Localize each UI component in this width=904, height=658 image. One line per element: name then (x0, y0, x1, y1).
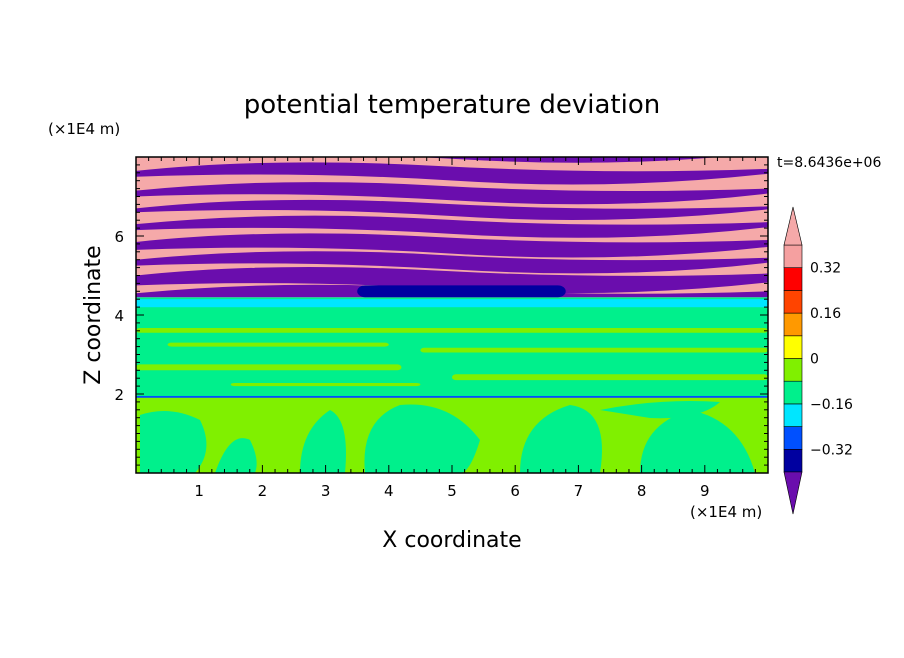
colorbar-segment (783, 403, 803, 427)
y-axis-label: Z coordinate (81, 245, 106, 384)
colorbar-segment (783, 426, 803, 450)
x-tick-label: 7 (574, 482, 584, 500)
x-tick-label: 4 (384, 482, 394, 500)
colorbar-segment (783, 335, 803, 359)
contour-streak (230, 382, 421, 387)
contour-blob (520, 405, 602, 473)
contour-blob (140, 411, 207, 473)
colorbar-segment (783, 358, 803, 382)
x-tick-label: 6 (510, 482, 520, 500)
colorbar-segment (783, 380, 803, 405)
plot-area (136, 157, 768, 473)
y-tick-label: 2 (114, 386, 124, 404)
y-tick-labels: 2 4 6 (114, 228, 124, 404)
time-label: t=8.6436e+06 (777, 155, 881, 171)
contour-streak (136, 328, 768, 333)
contour-stripe (136, 262, 768, 276)
contour-blob (600, 401, 720, 419)
chart-title: potential temperature deviation (244, 90, 660, 120)
contour-stripe (136, 227, 768, 243)
x-tick-label: 5 (447, 482, 457, 500)
x-tick-label: 2 (258, 482, 268, 500)
colorbar-tick-label: 0.32 (810, 261, 841, 277)
contour-blob (215, 438, 257, 473)
colorbar-segment (783, 267, 803, 291)
axis-ticks (136, 157, 769, 473)
contour-stripe (136, 173, 768, 191)
contour-stripe (136, 209, 768, 225)
contour-stripe (136, 193, 768, 209)
x-tick-label: 8 (637, 482, 647, 500)
x-tick-label: 3 (321, 482, 331, 500)
x-unit-label: (×1E4 m) (690, 503, 762, 521)
contour-streak (420, 347, 768, 353)
y-unit-label: (×1E4 m) (48, 120, 120, 138)
colorbar-under-arrow (783, 471, 803, 515)
x-tick-labels: 1 2 3 4 5 6 7 8 9 (194, 482, 709, 500)
colorbar-tick-label: −0.32 (810, 442, 853, 458)
colorbar-tick-labels: 0.32 0.16 0 −0.16 −0.32 (810, 261, 853, 459)
contour-minimum (357, 285, 566, 298)
contour-streak (167, 342, 389, 347)
colorbar-tick-label: −0.16 (810, 397, 853, 413)
contour-blob (640, 410, 755, 473)
colorbar-over-arrow (783, 206, 803, 246)
contour-stripe (136, 246, 768, 261)
contour-boundary (136, 299, 768, 308)
y-tick-label: 6 (114, 228, 124, 246)
contour-blob (364, 404, 480, 473)
colorbar-segment (783, 312, 803, 337)
x-axis-label: X coordinate (382, 528, 521, 553)
y-tick-label: 4 (114, 307, 124, 325)
contour-stripe (136, 282, 768, 294)
colorbar (783, 206, 803, 515)
colorbar-tick-label: 0 (810, 352, 819, 368)
contour-boundary (136, 394, 768, 398)
colorbar-segment (783, 290, 803, 314)
x-tick-label: 9 (700, 482, 710, 500)
contour-blob (300, 410, 346, 473)
contour-streak (136, 364, 402, 371)
colorbar-segment (783, 244, 803, 269)
contour-streak (452, 374, 768, 381)
colorbar-segment (783, 448, 803, 473)
x-tick-label: 1 (194, 482, 204, 500)
colorbar-tick-label: 0.16 (810, 306, 841, 322)
